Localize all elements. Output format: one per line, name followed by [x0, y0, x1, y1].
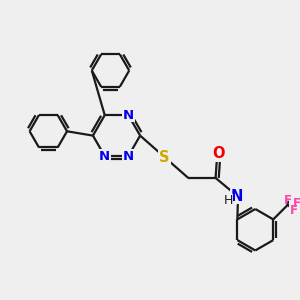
Text: N: N — [123, 109, 134, 122]
Text: F: F — [293, 197, 300, 210]
Text: S: S — [159, 150, 170, 165]
Text: N: N — [99, 149, 110, 163]
Text: H: H — [223, 194, 232, 207]
Text: F: F — [290, 204, 298, 217]
Text: F: F — [284, 194, 292, 207]
Text: N: N — [230, 189, 243, 204]
Text: N: N — [123, 149, 134, 163]
Text: O: O — [212, 146, 225, 161]
